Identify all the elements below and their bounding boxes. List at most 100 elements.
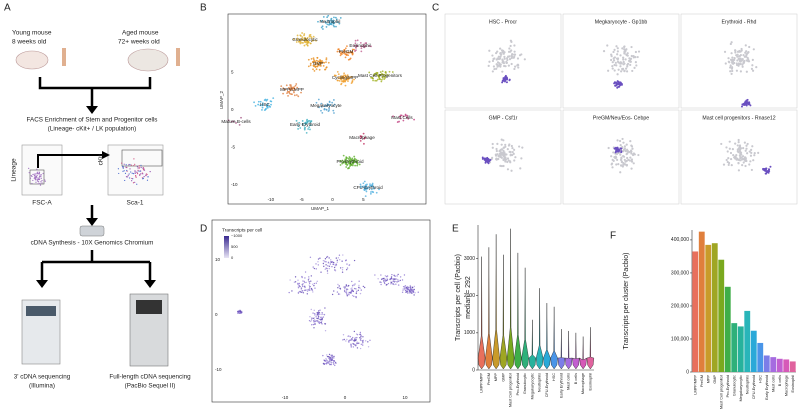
facs-dot <box>28 172 30 174</box>
density-dot <box>348 341 350 343</box>
density-dot <box>315 268 317 270</box>
density-dot <box>356 341 358 343</box>
umap-dot <box>301 36 304 39</box>
feature-dot <box>507 159 510 162</box>
facs-dot <box>44 179 46 181</box>
facs-dot <box>139 170 141 172</box>
feature-dot <box>610 55 613 58</box>
feature-dot <box>614 84 617 87</box>
density-dot <box>351 285 354 287</box>
bar <box>737 326 744 372</box>
facs-dot <box>138 165 140 167</box>
umap-dot <box>303 39 306 42</box>
facs-dot <box>128 173 130 175</box>
feature-dot <box>767 168 770 171</box>
feature-dot <box>730 52 733 55</box>
x-tick-label: GMP <box>713 375 717 384</box>
density-dot <box>348 335 350 337</box>
umap-dot <box>322 16 325 18</box>
umap-dot <box>309 64 312 67</box>
density-dot <box>394 275 396 278</box>
density-dot <box>386 275 389 277</box>
density-dot <box>343 338 345 341</box>
density-dot <box>313 267 316 270</box>
feature-dot <box>623 145 626 148</box>
density-dot <box>413 285 415 288</box>
density-dot <box>306 290 309 293</box>
density-dot <box>330 363 332 366</box>
umap-dot <box>349 157 352 160</box>
feature-dot <box>632 54 635 58</box>
violin <box>550 306 558 370</box>
feature-dot <box>501 70 504 73</box>
axis-label: Sca-1 <box>127 200 144 207</box>
label: (Illumina) <box>29 383 55 390</box>
umap-dot <box>266 106 269 109</box>
density-dot <box>355 288 357 290</box>
feature-dot <box>514 65 517 68</box>
umap-dot <box>336 50 339 53</box>
umap-dot <box>342 154 345 157</box>
density-dot <box>324 268 326 271</box>
feature-dot <box>737 161 740 165</box>
legend-tick-label: 500 <box>231 244 238 249</box>
facs-dot <box>117 168 119 170</box>
density-dot <box>303 285 306 287</box>
x-tick-label: 0 <box>331 197 334 202</box>
density-dot <box>406 290 408 292</box>
umap-dot <box>345 51 348 54</box>
feature-dot <box>757 151 760 155</box>
umap-dot <box>293 91 295 94</box>
feature-dot <box>751 64 754 67</box>
feature-dot <box>503 151 506 154</box>
umap-frame <box>227 13 427 205</box>
feature-dot <box>486 156 489 159</box>
density-dot <box>358 280 360 282</box>
facs-dot <box>122 167 124 169</box>
umap-dot <box>344 53 347 56</box>
density-dot <box>346 268 348 271</box>
umap-dot <box>348 51 351 54</box>
density-dot <box>401 291 404 293</box>
arrowhead <box>102 151 110 159</box>
umap-dot <box>292 38 295 41</box>
density-dot <box>301 290 304 292</box>
density-dot <box>342 339 344 341</box>
feature-dot <box>619 65 622 68</box>
umap-dot <box>347 54 350 57</box>
facs-dot <box>35 173 37 175</box>
x-tick-label: Macrophage <box>784 375 788 396</box>
umap-dot <box>261 102 264 105</box>
facs-dot <box>125 166 127 168</box>
umap-dot <box>347 157 350 160</box>
arrowhead <box>86 218 98 226</box>
umap-dot <box>290 84 292 87</box>
facs-dot <box>145 174 147 176</box>
umap-dot <box>370 76 372 79</box>
y-tick-label: -5 <box>231 145 235 150</box>
feature-dot <box>491 156 494 159</box>
density-dot <box>405 288 407 290</box>
feature-dot <box>499 164 502 167</box>
density-dot <box>330 358 332 361</box>
cluster-label: PreGM <box>339 49 354 54</box>
x-tick-label: -10 <box>282 395 289 400</box>
density-dot <box>314 287 316 289</box>
umap-dot <box>349 162 351 165</box>
x-tick-label: Mast cells <box>567 373 571 390</box>
density-dot <box>239 311 241 314</box>
bar <box>705 244 712 372</box>
umap-dot <box>267 102 270 105</box>
umap-dot <box>368 71 371 74</box>
umap-dot <box>326 104 329 107</box>
density-dot <box>289 279 291 281</box>
density-dot <box>350 288 352 290</box>
density-dot <box>333 360 336 362</box>
density-dot <box>326 354 328 356</box>
density-dot <box>413 288 415 291</box>
umap-dot <box>317 63 319 66</box>
umap-dot <box>341 162 344 165</box>
feature-dot <box>748 150 751 153</box>
density-dot <box>414 292 416 294</box>
density-dot <box>384 282 386 285</box>
